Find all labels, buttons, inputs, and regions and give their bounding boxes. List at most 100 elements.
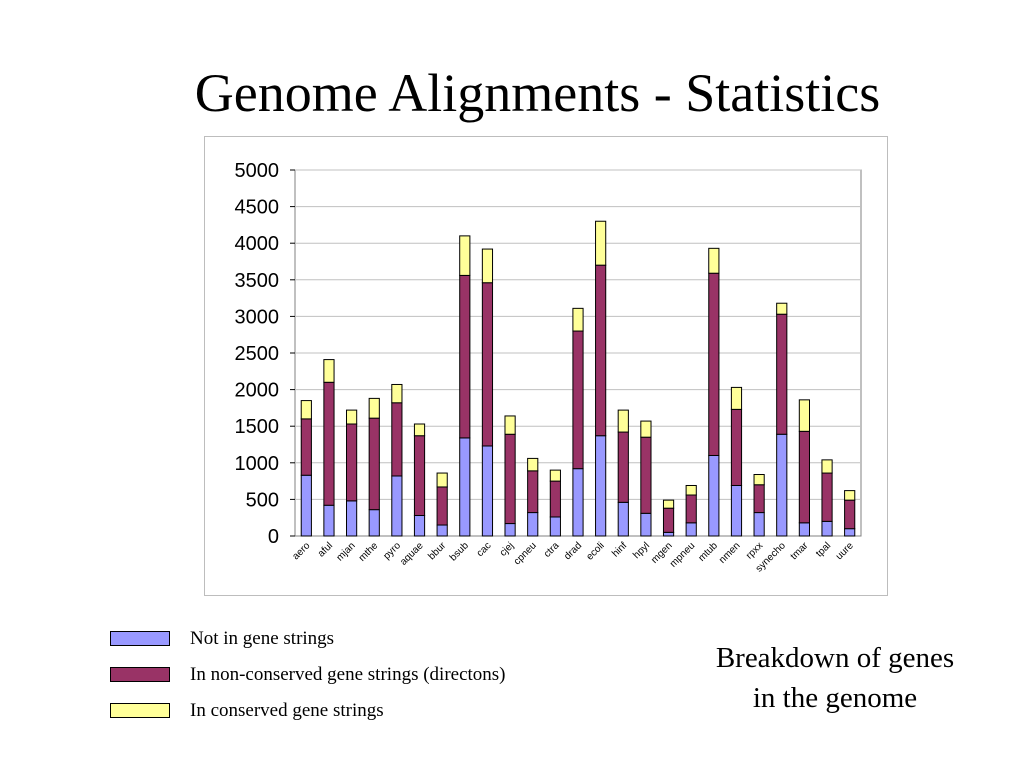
bar-segment-cpneu-2 (527, 457, 539, 472)
bar-segment-hpyl-2 (640, 420, 652, 438)
bar-segment-mthe-1 (368, 417, 380, 511)
legend-swatch (110, 667, 170, 682)
bar-segment-drad-2 (572, 307, 584, 332)
bar-segment-aero-1 (300, 418, 312, 476)
bar-segment-ctra-1 (549, 480, 561, 518)
x-tick-label-mjan: mjan (335, 540, 358, 563)
bar-segment-tmar-1 (798, 430, 810, 524)
x-tick-label-aquae: aquae (398, 540, 426, 568)
bar-segment-hinf-2 (617, 409, 629, 433)
bar-segment-mgen-0 (662, 531, 675, 537)
bar-segment-mtub-0 (708, 454, 720, 537)
y-tick-label: 5000 (235, 160, 280, 182)
caption-line-1: Breakdown of genes (715, 642, 955, 674)
bar-segment-pyro-1 (391, 402, 403, 477)
x-tick-label-tmar: tmar (789, 540, 811, 562)
bar-segment-rpxx-1 (753, 484, 765, 514)
legend-swatch (110, 631, 170, 646)
bar-segment-mpneu-1 (685, 494, 697, 524)
x-tick-label-mtub: mtub (696, 540, 720, 564)
bar-segment-mjan-0 (346, 500, 358, 537)
bar-segment-aero-2 (300, 400, 312, 420)
bar-segment-aquae-2 (413, 423, 426, 437)
y-tick-label: 4000 (235, 233, 280, 255)
x-tick-label-cac: cac (475, 540, 494, 559)
bar-segment-cjej-0 (504, 523, 516, 537)
y-tick-label: 3500 (235, 270, 280, 292)
chart-caption: Breakdown of genes in the genome (690, 638, 980, 718)
legend-swatch (110, 703, 170, 718)
x-tick-label-aero: aero (291, 540, 313, 562)
bar-segment-nmen-2 (730, 386, 743, 410)
x-tick-label-mthe: mthe (357, 540, 381, 564)
bar-segment-mgen-2 (662, 499, 675, 509)
bar-segment-uure-2 (844, 490, 856, 501)
legend-label: Not in gene strings (190, 628, 335, 649)
x-tick-label-ecoli: ecoli (584, 540, 606, 562)
gridlines (295, 169, 861, 500)
bar-segment-bsub-1 (459, 274, 471, 439)
bar-segment-synecho-1 (776, 313, 788, 435)
bar-segment-rpxx-0 (753, 512, 765, 537)
caption-line-2: in the genome (752, 682, 918, 714)
bar-segment-tmar-0 (798, 522, 810, 537)
bar-segment-mjan-2 (346, 409, 358, 425)
bar-segment-hinf-0 (617, 501, 629, 537)
y-tick-label: 0 (268, 526, 279, 548)
slide-title: Genome Alignments - Statistics (194, 63, 881, 123)
x-tick-label-mpneu: mpneu (668, 540, 697, 569)
bar-segment-aquae-0 (413, 515, 426, 537)
chart-frame: 0 500 1000 1500 2000 2500 3000 3500 4000 4500 5000… (204, 136, 888, 596)
bar-segment-bsub-2 (459, 235, 471, 276)
bar-segment-aero-0 (300, 474, 312, 537)
bar-segment-mpneu-2 (685, 484, 697, 496)
bar-segment-tpal-0 (821, 520, 833, 537)
bar-segment-mtub-1 (708, 272, 720, 456)
bar-segment-tpal-1 (821, 472, 833, 522)
x-tick-label-hinf: hinf (610, 540, 629, 559)
x-tick-label-ctra: ctra (542, 540, 562, 560)
bar-segment-mjan-1 (346, 423, 358, 502)
bar-segment-hpyl-1 (640, 436, 652, 514)
bar-segment-nmen-1 (730, 408, 743, 486)
bar-segment-cac-2 (481, 248, 494, 284)
bar-segment-cjej-2 (504, 415, 516, 435)
bar-segment-cpneu-1 (527, 470, 539, 514)
x-tick-label-tpal: tpal (814, 540, 833, 559)
y-tick-label: 4500 (235, 197, 280, 219)
x-tick-label-bsub: bsub (448, 540, 471, 563)
x-tick-label-cpneu: cpneu (512, 540, 539, 567)
bar-segment-tpal-2 (821, 459, 833, 474)
y-tick-label: 2500 (235, 343, 280, 365)
y-tick-label: 3000 (235, 306, 280, 328)
bar-segment-uure-0 (844, 528, 856, 537)
bar-segment-mgen-1 (662, 507, 675, 533)
bars (300, 220, 856, 537)
bar-segment-bsub-0 (459, 437, 471, 537)
bar-segment-ecoli-0 (595, 435, 607, 537)
bar-segment-ctra-2 (549, 469, 561, 482)
y-tick-label: 2000 (235, 380, 280, 402)
y-tick-label: 1000 (235, 453, 280, 475)
bar-segment-pyro-2 (391, 383, 403, 404)
bar-segment-aful-2 (323, 359, 335, 383)
y-axis-ticks: 0 500 1000 1500 2000 2500 3000 3500 4000 4500 5000 (235, 160, 295, 548)
bar-segment-ctra-0 (549, 516, 561, 537)
bar-segment-hinf-1 (617, 431, 629, 503)
bar-segment-pyro-0 (391, 475, 403, 537)
x-tick-label-drad: drad (562, 540, 584, 562)
bar-segment-aquae-1 (413, 435, 426, 517)
x-tick-label-bbur: bbur (426, 540, 448, 562)
x-tick-label-uure: uure (834, 540, 856, 562)
y-tick-label: 500 (246, 489, 279, 511)
bar-segment-tmar-2 (798, 399, 810, 432)
bar-segment-bbur-0 (436, 524, 448, 537)
bar-segment-synecho-2 (776, 302, 788, 315)
bar-segment-ecoli-2 (595, 220, 607, 266)
bar-segment-cpneu-0 (527, 512, 539, 537)
bar-segment-bbur-2 (436, 472, 448, 488)
bar-segment-drad-0 (572, 468, 584, 537)
bar-segment-cac-0 (481, 445, 494, 537)
bar-segment-mpneu-0 (685, 522, 697, 537)
